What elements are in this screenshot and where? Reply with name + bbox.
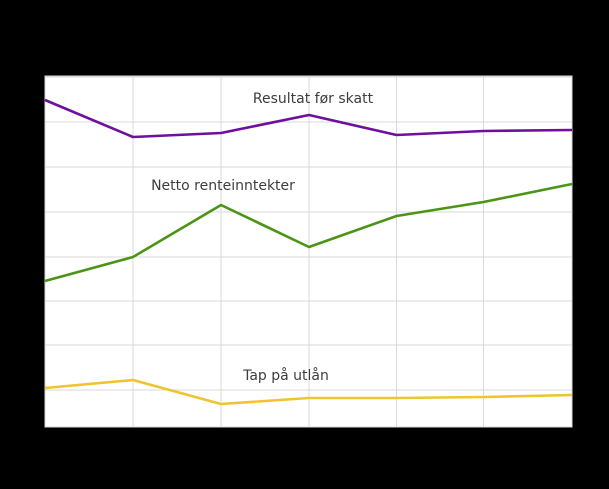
series-line-1 bbox=[44, 182, 573, 283]
series-line-2 bbox=[44, 378, 573, 406]
series-line-0 bbox=[44, 98, 573, 139]
